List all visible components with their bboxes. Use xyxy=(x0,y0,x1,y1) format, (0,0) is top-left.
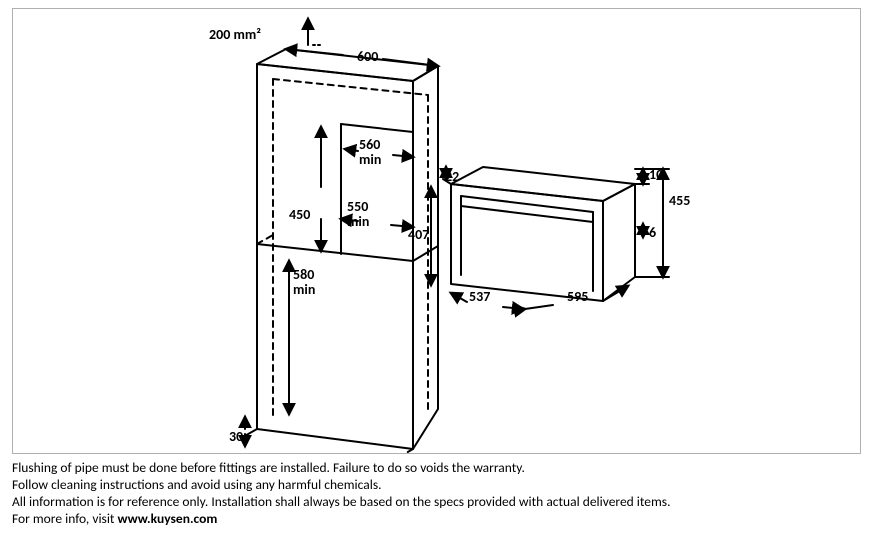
note-line-2: Follow cleaning instructions and avoid u… xyxy=(12,477,859,494)
note-line-1: Flushing of pipe must be done before fit… xyxy=(12,460,859,477)
label-appliance-height: 407 xyxy=(408,227,429,242)
label-top-area: 200 mm² xyxy=(209,27,261,42)
label-side-gap: 6 xyxy=(649,225,656,240)
label-niche-width-unit: min xyxy=(359,152,381,167)
note-line-4: For more info, visit www.kuysen.com xyxy=(12,511,859,528)
label-niche-height: 450 xyxy=(289,207,310,222)
label-appliance-width: 595 xyxy=(567,289,588,304)
page: 200 mm² 600 560 min 550 min 450 580 min … xyxy=(0,0,871,538)
label-front-gap: 22 xyxy=(445,169,459,184)
note-line-3: All information is for reference only. I… xyxy=(12,494,859,511)
label-lower-height-unit: min xyxy=(293,282,315,297)
notes-block: Flushing of pipe must be done before fit… xyxy=(12,460,859,528)
label-cabinet-width: 600 xyxy=(357,49,378,64)
label-base-gap: 30 xyxy=(229,429,243,444)
label-top-gap: 10 xyxy=(649,167,663,182)
note-line-4-prefix: For more info, visit xyxy=(12,510,118,527)
label-total-height: 455 xyxy=(669,193,690,208)
label-appliance-depth: 537 xyxy=(469,289,490,304)
dimension-drawing xyxy=(13,9,860,453)
label-niche-depth-unit: min xyxy=(347,214,369,229)
note-line-4-link: www.kuysen.com xyxy=(118,510,218,527)
diagram-container: 200 mm² 600 560 min 550 min 450 580 min … xyxy=(12,8,861,454)
